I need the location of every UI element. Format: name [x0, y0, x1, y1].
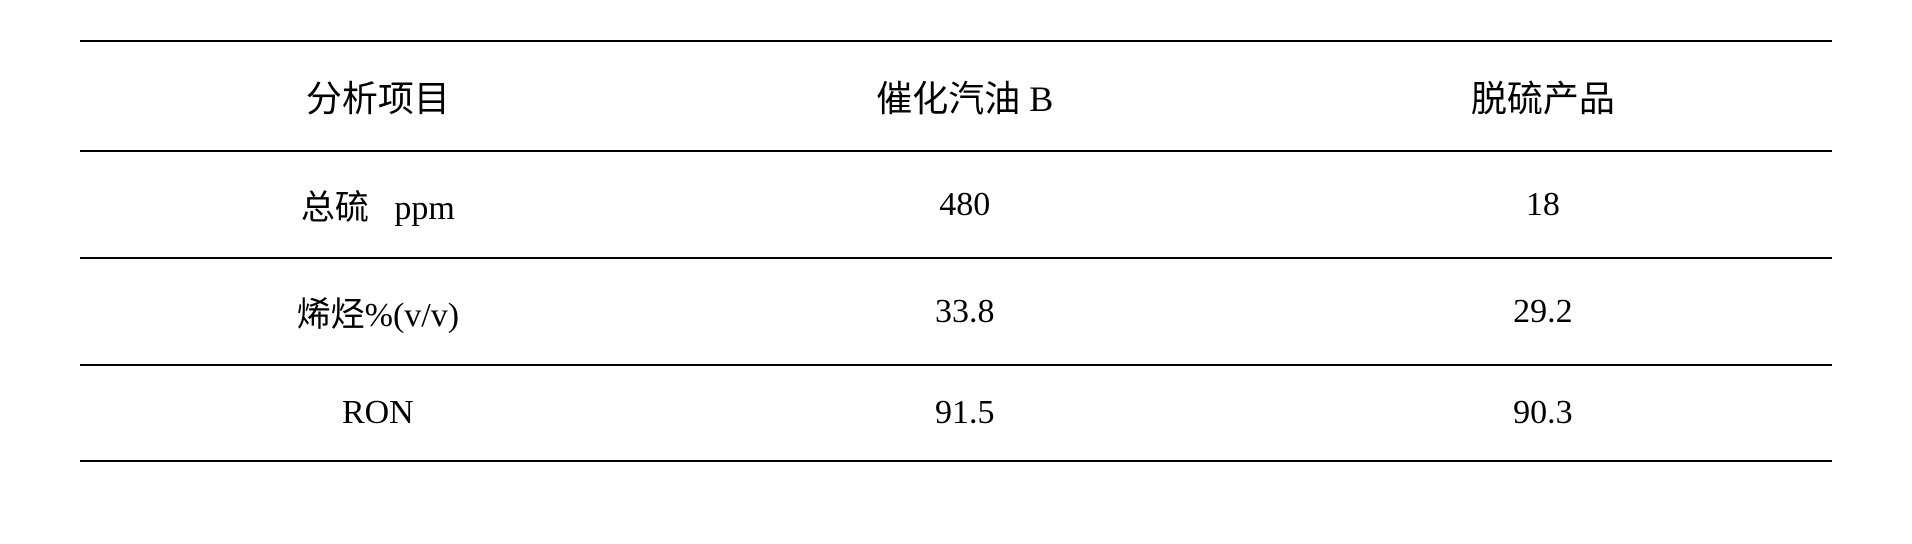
table-row: 烯烃%(v/v) 33.8 29.2 — [80, 258, 1832, 365]
label-text: RON — [342, 394, 414, 431]
cell-value: 91.5 — [676, 365, 1254, 461]
cell-value: 33.8 — [676, 258, 1254, 365]
data-table: 分析项目 催化汽油 B 脱硫产品 总硫 ppm 480 18 烯烃%(v/v) … — [80, 40, 1832, 462]
row-label-total-sulfur: 总硫 ppm — [80, 151, 676, 258]
col-header-desulfurized-product: 脱硫产品 — [1254, 41, 1832, 151]
row-label-olefin: 烯烃%(v/v) — [80, 258, 676, 365]
label-unit: %(v/v) — [365, 297, 459, 334]
label-unit: ppm — [394, 190, 454, 227]
cell-value: 480 — [676, 151, 1254, 258]
label-text: 烯烃 — [297, 297, 365, 334]
table-header-row: 分析项目 催化汽油 B 脱硫产品 — [80, 41, 1832, 151]
table-row: RON 91.5 90.3 — [80, 365, 1832, 461]
row-label-ron: RON — [80, 365, 676, 461]
col-header-item: 分析项目 — [80, 41, 676, 151]
cell-value: 18 — [1254, 151, 1832, 258]
label-text: 总硫 — [301, 190, 369, 227]
cell-value: 29.2 — [1254, 258, 1832, 365]
cell-value: 90.3 — [1254, 365, 1832, 461]
col-header-catalytic-gasoline-b: 催化汽油 B — [676, 41, 1254, 151]
table-row: 总硫 ppm 480 18 — [80, 151, 1832, 258]
